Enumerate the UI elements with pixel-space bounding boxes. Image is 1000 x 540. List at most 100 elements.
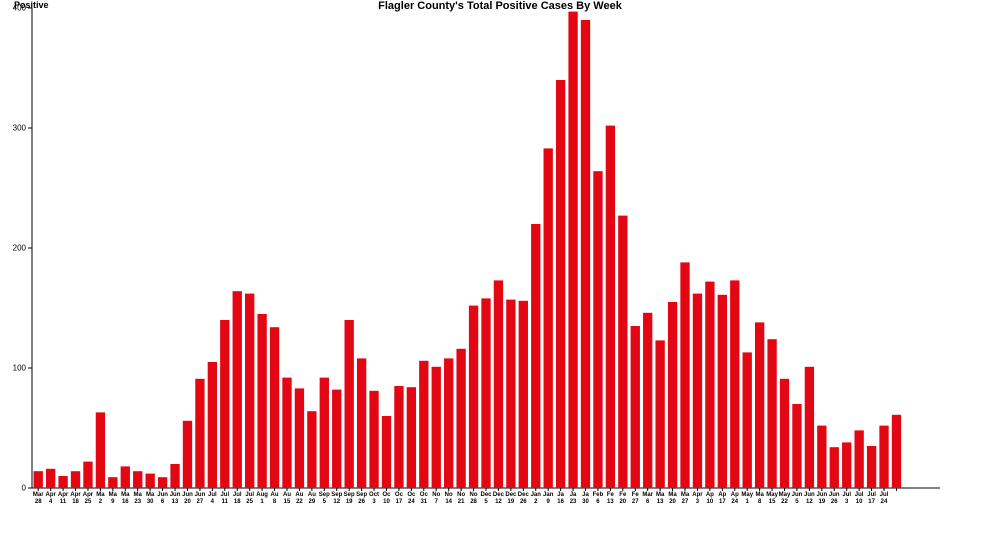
bar [183, 421, 192, 488]
bar [705, 282, 714, 488]
x-tick-label: Jul 10 [855, 492, 864, 506]
x-tick-label: Jul 11 [220, 492, 229, 506]
y-tick-label: 300 [13, 124, 26, 133]
x-tick-label: Ap 10 [706, 492, 714, 506]
bar [369, 391, 378, 488]
x-tick-label: Sep 26 [356, 492, 367, 506]
bar [382, 416, 391, 488]
x-tick-label: Oct 3 [369, 492, 379, 506]
bar [506, 300, 515, 488]
bar [146, 474, 155, 488]
x-tick-label: May 1 [741, 492, 753, 506]
bar [233, 291, 242, 488]
bar [842, 442, 851, 488]
bar [568, 12, 577, 488]
x-tick-label: Ma 8 [755, 492, 763, 506]
x-tick-label: Ja 16 [557, 492, 564, 506]
bar [618, 216, 627, 488]
x-tick-label: Jul 17 [867, 492, 876, 506]
x-tick-label: Ap 24 [731, 492, 739, 506]
x-tick-label: Ma 16 [121, 492, 129, 506]
x-tick-label: Jun 20 [182, 492, 193, 506]
bar [83, 462, 92, 488]
bar [556, 80, 565, 488]
bar [767, 339, 776, 488]
x-tick-label: Ma 13 [656, 492, 664, 506]
bar [606, 126, 615, 488]
bar [879, 426, 888, 488]
bar [456, 349, 465, 488]
bar [257, 314, 266, 488]
x-tick-label: Ma 2 [96, 492, 104, 506]
bar [469, 306, 478, 488]
x-tick-label: Apr 25 [83, 492, 93, 506]
bar [345, 320, 354, 488]
bar [668, 302, 677, 488]
x-tick-label: Oc 24 [407, 492, 415, 506]
x-tick-label: Apr 18 [70, 492, 80, 506]
x-tick-label: Jun 5 [792, 492, 803, 506]
bar [332, 390, 341, 488]
x-tick-label: Fe 27 [632, 492, 639, 506]
bar [394, 386, 403, 488]
bar [494, 280, 503, 488]
x-tick-label: Fe 20 [619, 492, 626, 506]
y-tick-label: 100 [13, 364, 26, 373]
bar [730, 280, 739, 488]
bar [693, 294, 702, 488]
x-tick-label: Sep 5 [319, 492, 330, 506]
x-tick-label: No 14 [445, 492, 453, 506]
bar [407, 387, 416, 488]
x-tick-label: No 28 [470, 492, 478, 506]
x-tick-label: Jul 3 [842, 492, 851, 506]
x-tick-label: Jul 24 [880, 492, 889, 506]
x-tick-label: Jul 18 [233, 492, 242, 506]
bar [195, 379, 204, 488]
bar [481, 298, 490, 488]
bar [34, 471, 43, 488]
bar [245, 294, 254, 488]
bar [320, 378, 329, 488]
x-tick-label: Dec 12 [493, 492, 504, 506]
x-tick-label: Aug 1 [256, 492, 268, 506]
bar [830, 447, 839, 488]
bar [444, 358, 453, 488]
x-tick-label: No 21 [457, 492, 465, 506]
x-tick-label: Dec 26 [518, 492, 529, 506]
bar [46, 469, 55, 488]
x-axis-title: Flagler County's Total Positive Cases By… [0, 0, 1000, 12]
x-tick-label: Sep 12 [331, 492, 342, 506]
bar [432, 367, 441, 488]
bar [158, 477, 167, 488]
bar [208, 362, 217, 488]
x-tick-label: Fe 13 [607, 492, 614, 506]
bar [58, 476, 67, 488]
y-tick-label: 0 [22, 484, 26, 493]
x-tick-label: Apr 11 [58, 492, 68, 506]
bar [519, 301, 528, 488]
x-tick-label: Jun 12 [804, 492, 815, 506]
bar [71, 471, 80, 488]
x-tick-label: No 7 [432, 492, 440, 506]
bar [270, 327, 279, 488]
bar [220, 320, 229, 488]
bar [419, 361, 428, 488]
x-tick-label: Ja 23 [570, 492, 577, 506]
x-tick-label: Jul 4 [208, 492, 217, 506]
bar [581, 20, 590, 488]
x-tick-label: Feb 6 [593, 492, 604, 506]
x-tick-label: Dec 19 [505, 492, 516, 506]
x-tick-label: Ma 23 [134, 492, 142, 506]
bar [544, 148, 553, 488]
bar [817, 426, 826, 488]
x-tick-label: Ja 30 [582, 492, 589, 506]
bar [282, 378, 291, 488]
bar [307, 411, 316, 488]
y-tick-label: 400 [13, 4, 26, 13]
x-tick-label: Jun 27 [195, 492, 206, 506]
bar [805, 367, 814, 488]
x-tick-label: May 22 [779, 492, 791, 506]
bar [133, 471, 142, 488]
x-tick-label: Ma 9 [109, 492, 117, 506]
bar [357, 358, 366, 488]
